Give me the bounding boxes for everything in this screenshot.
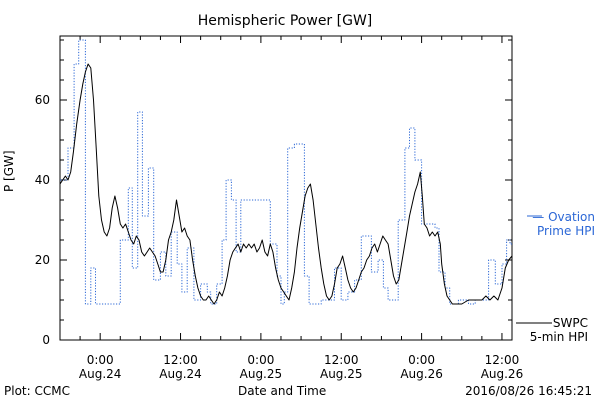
legend-ovation-line2: Prime HPI [537,224,595,238]
x-tick-time-label: 12:00 [485,353,520,367]
x-tick-date-label: Aug.26 [481,367,524,381]
x-tick-date-label: Aug.24 [79,367,122,381]
x-tick-date-label: Aug.24 [159,367,202,381]
x-tick-date-label: Aug.26 [400,367,443,381]
x-tick-date-label: Aug.25 [240,367,283,381]
legend-swpc-line1: SWPC [552,316,588,330]
y-axis-label: P [GW] [2,150,16,192]
plot-credit: Plot: CCMC [4,384,70,398]
timestamp: 2016/08/26 16:45:21 [465,384,592,398]
x-tick-time-label: 12:00 [163,353,198,367]
axes [59,35,552,341]
legend-ovation: — Ovation Prime HPI [532,210,595,238]
legend-swpc-line2: 5-min HPI [529,330,588,344]
x-tick-time-label: 0:00 [247,353,274,367]
x-tick-time-label: 0:00 [408,353,435,367]
x-tick-time-label: 12:00 [324,353,359,367]
legend-ovation-line1: — Ovation [532,210,595,224]
y-tick-label: 60 [35,93,50,107]
series-ovation-prime-hpi [60,39,512,305]
x-tick-date-label: Aug.25 [320,367,363,381]
plot-frame [59,35,513,341]
legend-swpc: SWPC 5-min HPI [530,316,588,344]
series-swpc-5min-hpi [59,63,513,305]
y-tick-label: 0 [42,333,50,347]
y-tick-label: 40 [35,173,50,187]
y-tick-label: 20 [35,253,50,267]
x-axis-label: Date and Time [238,384,327,398]
x-tick-time-label: 0:00 [87,353,114,367]
tick-labels: 02040600:00Aug.2412:00Aug.240:00Aug.2512… [35,93,523,381]
series-layer [59,39,513,305]
chart-title: Hemispheric Power [GW] [197,13,373,29]
